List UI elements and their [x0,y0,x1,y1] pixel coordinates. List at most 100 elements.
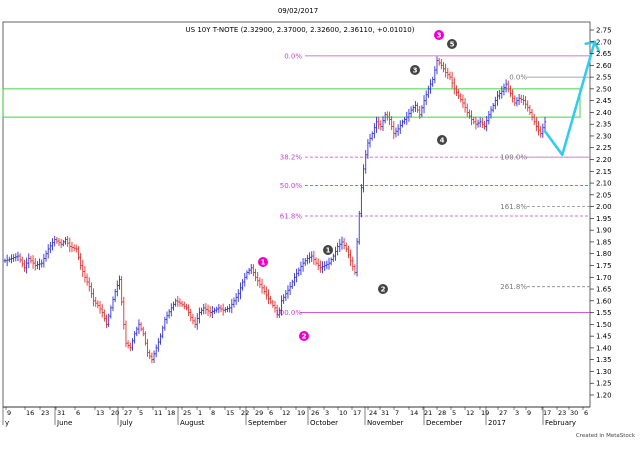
y-tick-label: 1.35 [596,356,612,364]
chart-date: 09/02/2017 [278,7,318,15]
fib-lower-label: 261.8% [500,283,527,291]
month-label: August [180,419,205,427]
y-tick-label: 2.65 [596,50,612,58]
wave-label: 3 [410,65,420,75]
y-tick-label: 2.60 [596,62,612,70]
fib-upper-label: 50.0% [280,182,303,190]
wave-label: 5 [447,39,457,49]
x-tick-label: 27 [499,409,507,417]
x-tick-label: 16 [26,409,34,417]
x-tick-label: 24 [369,409,377,417]
footer-credit: Created in MetaStock [576,433,636,439]
fib-upper-label: 0.0% [284,52,302,60]
y-tick-label: 2.45 [596,97,612,105]
y-tick-label: 1.30 [596,368,612,376]
x-tick-label: 6 [584,409,588,417]
svg-text:1: 1 [326,247,331,255]
y-tick-label: 1.85 [596,238,612,246]
y-tick-label: 1.70 [596,274,612,282]
x-tick-label: 28 [438,409,446,417]
y-tick-label: 1.45 [596,333,612,341]
svg-text:3: 3 [437,32,442,40]
y-tick-label: 1.55 [596,309,612,317]
month-label: February [545,419,576,427]
y-tick-label: 2.20 [596,156,612,164]
x-tick-label: 21 [424,409,432,417]
fib-upper-label: 61.8% [280,213,303,221]
y-tick-label: 2.00 [596,203,612,211]
month-label: July [119,419,133,427]
wave-label: 4 [437,135,447,145]
y-tick-label: 1.40 [596,344,612,352]
y-tick-label: 2.70 [596,38,612,46]
x-tick-label: 31 [381,409,389,417]
x-tick-label: 5 [139,409,143,417]
fib-upper-label: 100.0% [275,309,302,317]
x-tick-label: 13 [96,409,104,417]
x-tick-label: 27 [124,409,132,417]
y-tick-label: 1.80 [596,250,612,258]
y-tick-label: 1.25 [596,380,612,388]
svg-text:2: 2 [302,333,307,341]
month-label: November [367,419,404,427]
x-tick-label: 17 [353,409,361,417]
svg-text:2: 2 [381,286,386,294]
x-tick-label: 31 [57,409,65,417]
x-tick-label: 20 [111,409,119,417]
y-tick-label: 1.75 [596,262,612,270]
svg-text:4: 4 [440,137,445,145]
x-tick-label: 23 [558,409,566,417]
x-tick-label: 18 [167,409,175,417]
wave-label: 3 [434,30,444,40]
x-tick-label: 22 [241,409,249,417]
x-tick-label: 1 [198,409,202,417]
svg-text:1: 1 [261,259,266,267]
x-tick-label: 3 [325,409,329,417]
x-tick-label: 11 [154,409,162,417]
month-label: September [248,419,287,427]
x-tick-label: 14 [410,409,418,417]
x-tick-label: 23 [41,409,49,417]
y-tick-label: 2.40 [596,109,612,117]
svg-text:3: 3 [413,67,418,75]
x-tick-label: 19 [481,409,489,417]
x-tick-label: 17 [543,409,551,417]
ohlc-bar [543,117,547,133]
svg-text:5: 5 [450,41,455,49]
chart-title: US 10Y T-NOTE (2.32900, 2.37000, 2.32600… [186,26,415,34]
x-tick-label: 12 [282,409,290,417]
support-zone [2,88,581,118]
x-tick-label: 15 [226,409,234,417]
x-tick-label: 19 [297,409,305,417]
y-tick-label: 2.55 [596,74,612,82]
x-tick-label: 26 [311,409,319,417]
x-tick-label: 9 [527,409,531,417]
x-tick-label: 12 [466,409,474,417]
x-tick-label: 5 [452,409,456,417]
x-tick-label: 9 [7,409,11,417]
projection-arrowhead [584,40,600,53]
x-tick-label: 25 [183,409,191,417]
wave-label: 2 [378,284,388,294]
wave-label: 2 [299,331,309,341]
month-label: y [5,419,9,427]
x-tick-label: 3 [515,409,519,417]
y-tick-label: 1.65 [596,286,612,294]
wave-label: 1 [258,257,268,267]
x-tick-label: 29 [255,409,263,417]
wave-label: 1 [323,245,333,255]
y-tick-label: 2.10 [596,180,612,188]
y-tick-label: 1.95 [596,215,612,223]
y-tick-label: 2.05 [596,191,612,199]
projection-line [543,40,596,157]
fib-upper-label: 38.2% [280,154,303,162]
fib-lower-label: 0.0% [509,74,527,82]
fib-lower-label: 161.8% [500,203,527,211]
x-tick-label: 6 [76,409,80,417]
y-tick-label: 2.30 [596,132,612,140]
x-tick-label: 7 [395,409,399,417]
x-tick-label: 6 [269,409,273,417]
y-tick-label: 1.50 [596,321,612,329]
